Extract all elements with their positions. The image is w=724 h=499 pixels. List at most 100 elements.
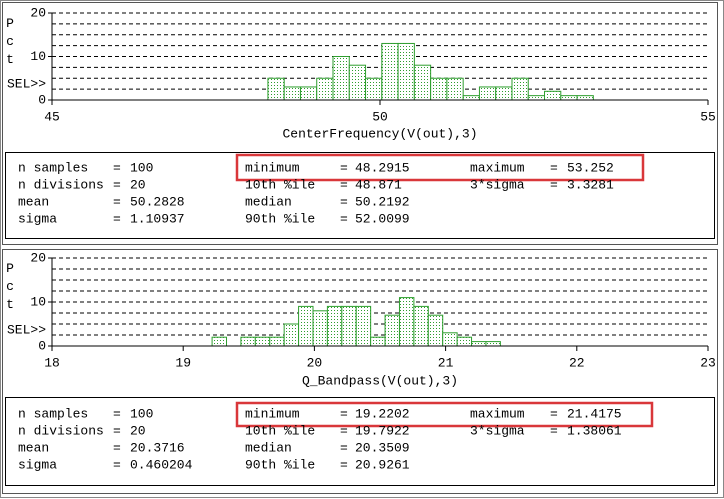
stat-value: 20.3509 (355, 440, 410, 455)
bar (576, 95, 594, 101)
stat-name: sigma (18, 211, 57, 226)
x-tick-label: 18 (44, 355, 60, 370)
stat-value: 3.3281 (567, 177, 614, 192)
bar (430, 77, 448, 101)
y-tick-label: 10 (30, 294, 46, 309)
stat-equals: = (340, 457, 348, 472)
x-tick-label: 20 (307, 355, 323, 370)
marker-label: SEL>> (7, 76, 46, 91)
stat-value: 19.2202 (355, 406, 410, 421)
stat-name: median (245, 194, 292, 209)
bar (299, 86, 318, 101)
bar (332, 56, 350, 101)
bar (442, 332, 458, 347)
bar (398, 297, 415, 347)
stat-value: 20 (130, 423, 146, 438)
stat-equals: = (340, 211, 348, 226)
stat-value: 53.252 (567, 160, 614, 175)
stats-box (5, 397, 715, 486)
stat-name: sigma (18, 457, 57, 472)
bar (462, 95, 480, 101)
panel-frame (2, 249, 718, 494)
stat-name: 10th %ile (245, 177, 315, 192)
x-axis-label: CenterFrequency(V(out),3) (282, 126, 477, 141)
stat-equals: = (340, 194, 348, 209)
stat-equals: = (113, 457, 121, 472)
y-tick-label: 0 (38, 92, 46, 107)
stat-value: 21.4175 (567, 406, 622, 421)
stat-equals: = (113, 194, 121, 209)
stat-name: 3*sigma (470, 177, 525, 192)
stat-name: 3*sigma (470, 423, 525, 438)
stat-equals: = (340, 160, 348, 175)
bar (254, 336, 271, 347)
stat-name: 10th %ile (245, 423, 315, 438)
marker-label: SEL>> (7, 322, 46, 337)
stat-equals: = (113, 211, 121, 226)
bar (544, 90, 562, 101)
stat-equals: = (340, 406, 348, 421)
stat-name: n divisions (18, 423, 104, 438)
bar (413, 64, 432, 101)
stat-value: 20.9261 (355, 457, 410, 472)
highlight-box (235, 401, 654, 428)
bar (267, 77, 285, 101)
stat-name: minimum (245, 160, 300, 175)
stat-equals: = (340, 423, 348, 438)
stat-equals: = (340, 440, 348, 455)
y-tick-label: 20 (30, 5, 46, 20)
bar (316, 77, 334, 101)
stat-value: 19.7922 (355, 423, 410, 438)
stat-value: 48.2915 (355, 160, 410, 175)
x-tick-label: 19 (175, 355, 191, 370)
stat-value: 20 (130, 177, 146, 192)
stat-name: mean (18, 440, 49, 455)
stat-name: n samples (18, 160, 88, 175)
bar (312, 310, 328, 347)
stat-value: 100 (130, 160, 153, 175)
bar (527, 95, 546, 101)
bar (283, 86, 301, 101)
bar (397, 42, 415, 101)
bar (211, 336, 228, 347)
bar (446, 77, 464, 101)
y-axis-label: Pct (3, 16, 18, 70)
bar (269, 336, 285, 347)
stats-box (5, 152, 715, 239)
x-tick-label: 55 (700, 109, 716, 124)
bar (365, 77, 383, 101)
y-tick-label: 10 (30, 49, 46, 64)
bar (370, 336, 386, 347)
stat-name: n divisions (18, 177, 104, 192)
stat-equals: = (113, 406, 121, 421)
stat-value: 1.10937 (130, 211, 185, 226)
stat-equals: = (550, 406, 558, 421)
stat-equals: = (550, 160, 558, 175)
stat-value: 48.871 (355, 177, 402, 192)
stat-name: 90th %ile (245, 211, 315, 226)
stat-name: 90th %ile (245, 457, 315, 472)
stat-value: 50.2828 (130, 194, 185, 209)
bar (283, 323, 300, 347)
bar (471, 341, 487, 347)
bar (381, 42, 399, 101)
panel-frame (2, 2, 718, 245)
bar (240, 336, 256, 347)
highlight-box (235, 153, 645, 182)
stat-name: maximum (470, 406, 525, 421)
bar (427, 314, 444, 347)
bar (348, 64, 367, 101)
bar (355, 305, 372, 347)
stat-equals: = (113, 160, 121, 175)
x-tick-label: 21 (438, 355, 454, 370)
stat-value: 100 (130, 406, 153, 421)
stat-equals: = (113, 423, 121, 438)
stat-value: 50.2192 (355, 194, 410, 209)
bar (341, 305, 357, 347)
bar (384, 314, 400, 347)
y-tick-label: 20 (30, 250, 46, 265)
bar (478, 86, 497, 101)
y-tick-label: 0 (38, 338, 46, 353)
stat-value: 52.0099 (355, 211, 410, 226)
